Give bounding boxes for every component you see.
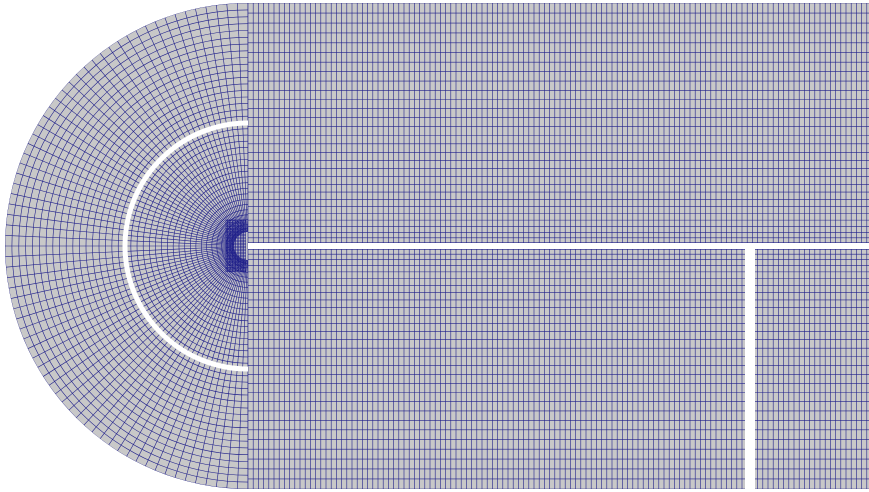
inner-arc-cut bbox=[122, 120, 249, 372]
cut-lines bbox=[122, 120, 869, 492]
bottom-margin bbox=[0, 489, 869, 492]
top-margin bbox=[0, 0, 869, 3]
dense-core bbox=[225, 219, 246, 272]
